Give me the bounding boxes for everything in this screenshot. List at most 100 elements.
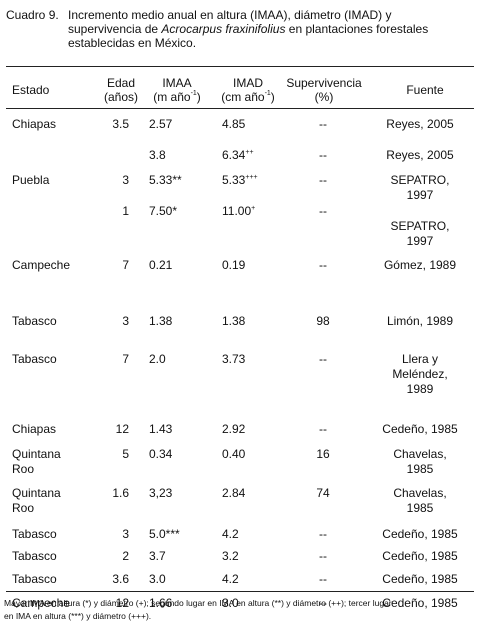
cell-imad: 0.19 — [222, 258, 246, 272]
cell-estado: Roo — [12, 501, 35, 515]
cell-estado: Quintana — [12, 486, 61, 500]
cell-edad: 3 — [122, 173, 129, 187]
cell-edad: 3.5 — [112, 117, 129, 131]
cell-imaa: 1.43 — [149, 422, 173, 436]
table-header-rule — [6, 108, 474, 109]
header-imaa: IMAA (m año-1) — [153, 76, 201, 104]
cell-supervivencia: -- — [319, 596, 327, 610]
cell-supervivencia: -- — [319, 527, 327, 541]
cell-supervivencia: -- — [319, 549, 327, 563]
cell-supervivencia: -- — [319, 173, 327, 187]
header-estado: Estado — [12, 83, 50, 97]
caption-text: Incremento medio anual en altura (IMAA),… — [68, 8, 474, 50]
cell-fuente: Limón, 1989 — [386, 314, 454, 328]
cell-fuente: SEPATRO, — [390, 173, 450, 187]
cell-supervivencia: 74 — [316, 486, 330, 500]
cell-edad: 7 — [122, 258, 129, 272]
cell-imad: 4.2 — [222, 572, 239, 586]
cell-estado: Puebla — [12, 173, 50, 187]
cell-fuente: Llera y — [401, 352, 439, 366]
cell-imad: 2.92 — [222, 422, 246, 436]
cell-fuente: 1997 — [406, 188, 434, 202]
table-top-rule — [6, 66, 474, 67]
cell-estado: Tabasco — [12, 527, 57, 541]
cell-supervivencia: 16 — [316, 447, 330, 461]
cell-edad: 12 — [115, 596, 129, 610]
cell-imad: 4.2 — [222, 527, 239, 541]
cell-imad: 4.85 — [222, 117, 246, 131]
cell-fuente: 1985 — [406, 462, 434, 476]
cell-imad: 3.73 — [222, 352, 246, 366]
cell-imaa: 5.0*** — [149, 527, 180, 541]
cell-edad: 1.6 — [112, 486, 129, 500]
cell-fuente: SEPATRO, — [390, 219, 450, 233]
cell-fuente: Meléndez, — [392, 367, 448, 381]
cell-edad: 7 — [122, 352, 129, 366]
cell-fuente: Chavelas, — [393, 447, 447, 461]
cell-estado: Tabasco — [12, 572, 57, 586]
cell-supervivencia: -- — [319, 352, 327, 366]
cell-estado: Chiapas — [12, 422, 57, 436]
cell-estado: Quintana — [12, 447, 61, 461]
cell-supervivencia: -- — [319, 258, 327, 272]
cell-supervivencia: -- — [319, 572, 327, 586]
cell-supervivencia: -- — [319, 204, 327, 218]
cell-imaa: 3.7 — [149, 549, 166, 563]
cell-edad: 3 — [122, 314, 129, 328]
cell-imad: 0.40 — [222, 447, 246, 461]
cell-imaa: 5.33** — [149, 173, 182, 187]
cell-imaa: 2.0 — [149, 352, 166, 366]
cell-fuente: Chavelas, — [393, 486, 447, 500]
cell-estado: Campeche — [12, 258, 71, 272]
cell-supervivencia: -- — [319, 117, 327, 131]
cell-fuente: 1985 — [406, 501, 434, 515]
footnote-line-2: en IMA en altura (***) y diámetro (+++). — [4, 611, 152, 621]
cell-fuente: 1997 — [406, 234, 434, 248]
cell-fuente: Gómez, 1989 — [383, 258, 457, 272]
cell-supervivencia: 98 — [316, 314, 330, 328]
caption-line-1: Incremento medio anual en altura (IMAA),… — [68, 8, 392, 22]
table-bottom-rule — [6, 591, 474, 592]
caption-label: Cuadro 9. — [6, 8, 59, 22]
cell-imad: 3.0 — [222, 596, 239, 610]
caption-line-3: establecidas en México. — [68, 36, 197, 50]
caption-line-2: supervivencia de Acrocarpus fraxinifoliu… — [68, 22, 429, 36]
cell-supervivencia: -- — [319, 148, 327, 162]
header-supervivencia: Supervivencia (%) — [286, 76, 362, 104]
cell-fuente: Cedeño, 1985 — [382, 527, 458, 541]
cell-estado: Chiapas — [12, 117, 57, 131]
cell-imad: 1.38 — [222, 314, 246, 328]
cell-imad: 5.33+++ — [222, 173, 258, 187]
cell-fuente: Cedeño, 1985 — [382, 572, 458, 586]
cell-edad: 1 — [122, 204, 129, 218]
cell-edad: 12 — [115, 422, 129, 436]
cell-edad: 3.6 — [112, 572, 129, 586]
cell-imaa: 2.57 — [149, 117, 173, 131]
cell-imaa: 1.66 — [149, 596, 173, 610]
cell-imaa: 0.21 — [149, 258, 173, 272]
cell-imaa: 7.50* — [149, 204, 178, 218]
header-fuente: Fuente — [406, 83, 444, 97]
header-edad: Edad (años) — [103, 76, 138, 104]
cell-estado: Roo — [12, 462, 35, 476]
cell-fuente: Reyes, 2005 — [386, 148, 454, 162]
cell-edad: 2 — [122, 549, 129, 563]
cell-fuente: 1989 — [406, 382, 434, 396]
cell-edad: 3 — [122, 527, 129, 541]
cell-imaa: 3.0 — [149, 572, 166, 586]
header-imad: IMAD (cm año-1) — [221, 76, 275, 104]
cell-imaa: 0.34 — [149, 447, 173, 461]
cell-fuente: Reyes, 2005 — [386, 117, 454, 131]
cell-fuente: Cedeño, 1985 — [382, 596, 458, 610]
footnote-line-1: Mayor IMA en altura (*) y diámetro (+); … — [4, 598, 392, 608]
cell-estado: Campeche — [12, 596, 71, 610]
cell-imad: 6.34++ — [222, 148, 254, 162]
cell-imad: 11.00+ — [222, 204, 256, 218]
cell-imad: 3.2 — [222, 549, 239, 563]
table-footnote: Mayor IMA en altura (*) y diámetro (+); … — [4, 597, 478, 623]
cell-fuente: Cedeño, 1985 — [382, 549, 458, 563]
cell-imaa: 3,23 — [149, 486, 173, 500]
cell-imaa: 3.8 — [149, 148, 166, 162]
cell-edad: 5 — [122, 447, 129, 461]
